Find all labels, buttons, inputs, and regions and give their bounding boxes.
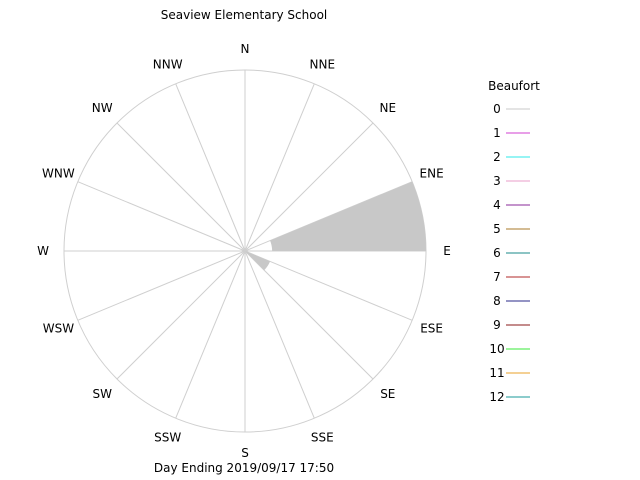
chart-footer: Day Ending 2019/09/17 17:50 bbox=[154, 461, 334, 475]
legend-label-8: 8 bbox=[493, 294, 501, 308]
spoke-se bbox=[244, 250, 374, 380]
spoke-ne bbox=[244, 122, 374, 252]
spoke-wsw bbox=[77, 250, 246, 321]
legend-label-6: 6 bbox=[493, 246, 501, 260]
direction-label-nne: NNE bbox=[310, 57, 336, 71]
direction-label-s: S bbox=[241, 446, 249, 460]
spoke-sse bbox=[244, 250, 315, 419]
legend-label-10: 10 bbox=[489, 342, 504, 356]
direction-label-sw: SW bbox=[92, 387, 112, 401]
direction-label-wnw: WNW bbox=[42, 167, 75, 181]
direction-label-ne: NE bbox=[380, 101, 397, 115]
direction-label-nnw: NNW bbox=[153, 57, 183, 71]
spoke-nne bbox=[244, 83, 315, 252]
legend-label-2: 2 bbox=[493, 150, 501, 164]
spoke-sw bbox=[116, 250, 246, 380]
direction-label-ene: ENE bbox=[420, 167, 444, 181]
legend-label-7: 7 bbox=[493, 270, 501, 284]
spoke-ese bbox=[244, 250, 413, 321]
legend-label-4: 4 bbox=[493, 198, 501, 212]
legend-label-1: 1 bbox=[493, 126, 501, 140]
legend-label-3: 3 bbox=[493, 174, 501, 188]
direction-label-e: E bbox=[443, 244, 451, 258]
spoke-ssw bbox=[175, 250, 246, 419]
legend-label-0: 0 bbox=[493, 102, 501, 116]
direction-label-se: SE bbox=[380, 387, 395, 401]
direction-spokes bbox=[64, 70, 426, 432]
legend-label-11: 11 bbox=[489, 366, 504, 380]
direction-label-w: W bbox=[37, 244, 49, 258]
chart-title: Seaview Elementary School bbox=[161, 8, 328, 22]
legend-label-9: 9 bbox=[493, 318, 501, 332]
legend-label-5: 5 bbox=[493, 222, 501, 236]
direction-labels: N NNE NE ENE E ESE SE SSE S SSW SW WSW W WNW NW NNW bbox=[37, 42, 451, 460]
spoke-nw bbox=[116, 122, 246, 252]
direction-label-wsw: WSW bbox=[43, 321, 74, 335]
spoke-nnw bbox=[175, 83, 246, 252]
direction-label-ssw: SSW bbox=[154, 431, 181, 445]
legend-label-12: 12 bbox=[489, 390, 504, 404]
petal-ene bbox=[270, 181, 426, 251]
spoke-wnw bbox=[77, 181, 246, 252]
direction-label-n: N bbox=[241, 42, 250, 56]
direction-label-nw: NW bbox=[92, 101, 113, 115]
direction-label-sse: SSE bbox=[311, 431, 334, 445]
spoke-ene bbox=[244, 181, 413, 252]
legend-title: Beaufort bbox=[488, 79, 540, 93]
petal-ese bbox=[245, 251, 271, 271]
wind-petals bbox=[245, 181, 426, 271]
direction-label-ese: ESE bbox=[420, 321, 443, 335]
